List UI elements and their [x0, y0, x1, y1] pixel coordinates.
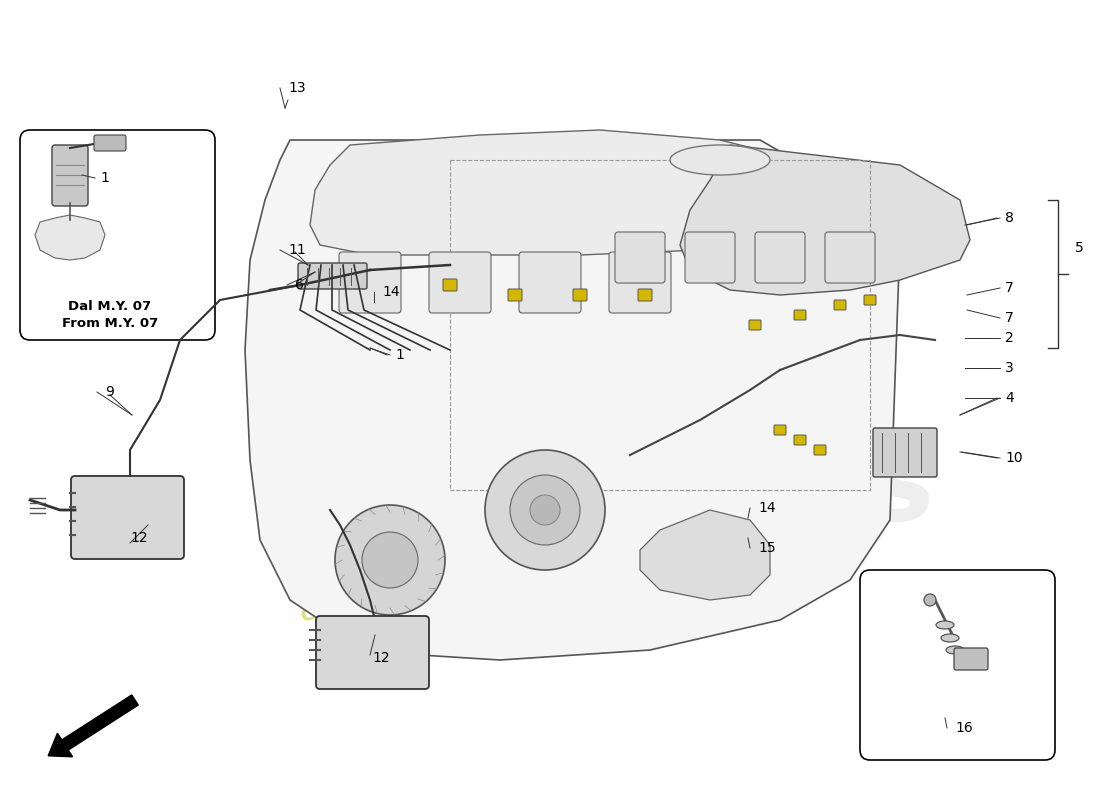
- FancyArrow shape: [48, 695, 139, 757]
- Text: 14: 14: [758, 501, 776, 515]
- Text: 8: 8: [1005, 211, 1014, 225]
- FancyBboxPatch shape: [609, 252, 671, 313]
- FancyBboxPatch shape: [685, 232, 735, 283]
- Text: 3: 3: [1005, 361, 1014, 375]
- Text: a passion for parts: a passion for parts: [300, 590, 662, 628]
- Text: 14: 14: [382, 285, 399, 299]
- Text: 2: 2: [1005, 331, 1014, 345]
- Text: Dal M.Y. 07
From M.Y. 07: Dal M.Y. 07 From M.Y. 07: [62, 300, 158, 330]
- Ellipse shape: [940, 634, 959, 642]
- FancyBboxPatch shape: [774, 425, 786, 435]
- Text: 10: 10: [1005, 451, 1023, 465]
- Polygon shape: [640, 510, 770, 600]
- FancyBboxPatch shape: [873, 428, 937, 477]
- Ellipse shape: [936, 621, 954, 629]
- FancyBboxPatch shape: [339, 252, 402, 313]
- FancyBboxPatch shape: [316, 616, 429, 689]
- FancyBboxPatch shape: [519, 252, 581, 313]
- FancyBboxPatch shape: [814, 445, 826, 455]
- Text: 9: 9: [104, 385, 114, 399]
- FancyBboxPatch shape: [755, 232, 805, 283]
- Text: 6: 6: [295, 278, 304, 292]
- FancyBboxPatch shape: [825, 232, 874, 283]
- FancyBboxPatch shape: [72, 476, 184, 559]
- Text: 11: 11: [288, 243, 306, 257]
- FancyBboxPatch shape: [794, 435, 806, 445]
- Ellipse shape: [670, 145, 770, 175]
- FancyBboxPatch shape: [429, 252, 491, 313]
- Text: 7: 7: [1005, 281, 1014, 295]
- Circle shape: [485, 450, 605, 570]
- FancyBboxPatch shape: [20, 130, 214, 340]
- Circle shape: [510, 475, 580, 545]
- FancyBboxPatch shape: [749, 320, 761, 330]
- FancyBboxPatch shape: [94, 135, 126, 151]
- Circle shape: [336, 505, 446, 615]
- Text: 13: 13: [288, 81, 306, 95]
- Circle shape: [924, 594, 936, 606]
- Text: 12: 12: [130, 531, 147, 545]
- FancyBboxPatch shape: [954, 648, 988, 670]
- Text: 5: 5: [1075, 241, 1084, 255]
- FancyBboxPatch shape: [298, 263, 367, 289]
- FancyBboxPatch shape: [615, 232, 666, 283]
- Ellipse shape: [946, 646, 964, 654]
- Text: euro: euro: [420, 373, 713, 484]
- Text: 12: 12: [372, 651, 389, 665]
- Circle shape: [530, 495, 560, 525]
- Polygon shape: [245, 140, 900, 660]
- FancyBboxPatch shape: [794, 310, 806, 320]
- FancyBboxPatch shape: [834, 300, 846, 310]
- FancyBboxPatch shape: [52, 145, 88, 206]
- FancyBboxPatch shape: [638, 289, 652, 301]
- Polygon shape: [310, 130, 880, 255]
- Text: 1: 1: [100, 171, 109, 185]
- Text: 4: 4: [1005, 391, 1014, 405]
- Text: parts: parts: [600, 433, 936, 544]
- FancyBboxPatch shape: [573, 289, 587, 301]
- Text: 15: 15: [758, 541, 776, 555]
- Text: 1: 1: [395, 348, 404, 362]
- Text: 16: 16: [955, 721, 972, 735]
- Circle shape: [362, 532, 418, 588]
- Polygon shape: [680, 145, 970, 295]
- Text: 7: 7: [1005, 311, 1014, 325]
- FancyBboxPatch shape: [443, 279, 456, 291]
- FancyBboxPatch shape: [864, 295, 876, 305]
- Polygon shape: [35, 215, 104, 260]
- FancyBboxPatch shape: [860, 570, 1055, 760]
- FancyBboxPatch shape: [508, 289, 522, 301]
